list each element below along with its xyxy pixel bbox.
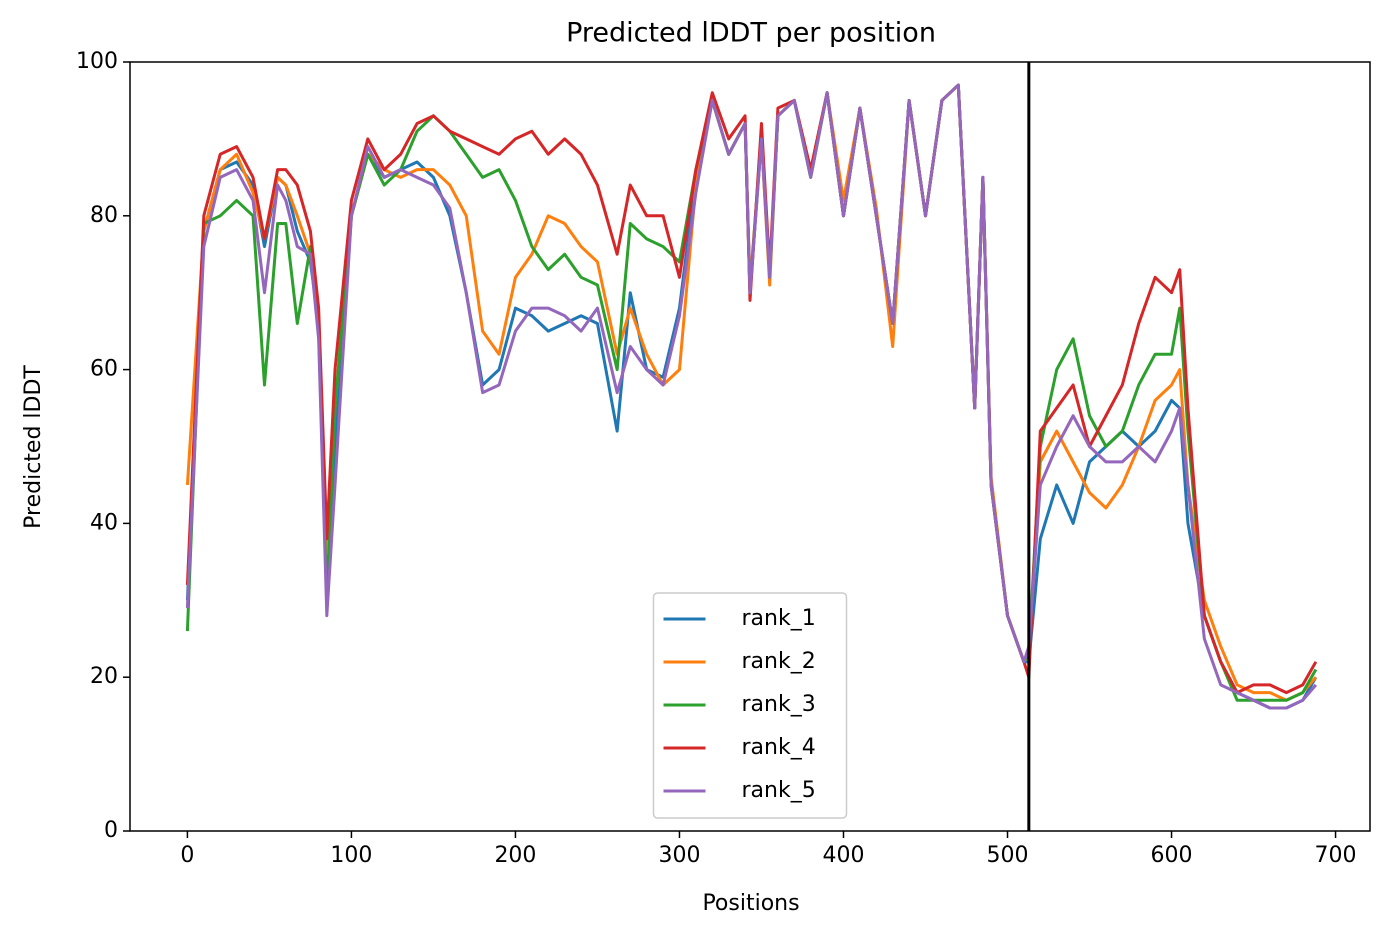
legend-label: rank_3 [742, 692, 816, 717]
y-axis-label: Predicted lDDT [21, 365, 46, 529]
x-tick-label: 700 [1315, 843, 1357, 868]
x-axis-label: Positions [702, 891, 799, 916]
x-tick-label: 500 [987, 843, 1029, 868]
y-tick-label: 0 [104, 818, 118, 843]
chart-title: Predicted lDDT per position [566, 18, 936, 49]
x-tick-label: 300 [658, 843, 700, 868]
y-tick-label: 20 [90, 664, 118, 689]
legend-label: rank_1 [742, 606, 816, 631]
x-tick-label: 0 [180, 843, 194, 868]
legend-label: rank_4 [742, 735, 816, 760]
x-tick-label: 200 [494, 843, 536, 868]
series-line [185, 83, 1318, 710]
y-tick-label: 100 [76, 49, 118, 74]
y-tick-label: 60 [90, 357, 118, 382]
x-tick-label: 100 [330, 843, 372, 868]
plot-frame [129, 61, 1371, 832]
x-tick-label: 600 [1151, 843, 1193, 868]
x-tick-label: 400 [822, 843, 864, 868]
y-tick-label: 80 [90, 203, 118, 228]
legend-label: rank_2 [742, 649, 816, 674]
legend-box [652, 592, 848, 819]
legend-label: rank_5 [742, 778, 816, 803]
y-tick-label: 40 [90, 510, 118, 535]
